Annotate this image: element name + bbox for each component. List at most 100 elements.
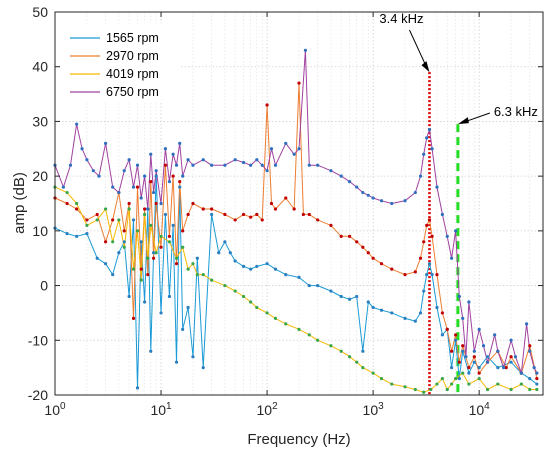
y-tick-label: 30 bbox=[32, 113, 48, 129]
data-point bbox=[223, 212, 227, 217]
data-point bbox=[174, 256, 179, 260]
data-point bbox=[201, 207, 205, 211]
data-point bbox=[181, 327, 185, 331]
data-point bbox=[273, 163, 278, 167]
data-point bbox=[260, 163, 264, 167]
data-point bbox=[435, 382, 439, 386]
data-point bbox=[390, 201, 394, 206]
data-point bbox=[316, 338, 320, 342]
data-point bbox=[191, 163, 195, 167]
data-point bbox=[493, 333, 497, 337]
data-point bbox=[371, 256, 375, 260]
data-point bbox=[195, 273, 199, 277]
data-point bbox=[366, 193, 370, 197]
data-point bbox=[509, 338, 513, 342]
data-point bbox=[427, 128, 432, 132]
x-axis-label: Frequency (Hz) bbox=[247, 431, 350, 448]
data-point bbox=[139, 196, 143, 200]
data-point bbox=[379, 199, 384, 203]
data-point bbox=[501, 366, 506, 370]
data-point bbox=[181, 245, 185, 249]
data-point bbox=[477, 376, 481, 381]
data-point bbox=[427, 262, 432, 266]
data-point bbox=[513, 355, 518, 359]
plot-frame bbox=[54, 11, 544, 396]
data-point bbox=[435, 273, 439, 277]
data-point bbox=[413, 319, 417, 323]
data-point bbox=[509, 355, 513, 359]
x-tick-labels: 100 101 102 103 104 bbox=[44, 401, 490, 418]
data-point bbox=[425, 273, 429, 277]
data-point bbox=[390, 382, 394, 386]
data-point bbox=[122, 240, 126, 244]
data-point bbox=[273, 207, 278, 211]
data-point bbox=[440, 376, 444, 381]
data-point bbox=[117, 218, 121, 222]
data-point bbox=[135, 163, 140, 167]
data-point bbox=[131, 218, 136, 222]
data-point bbox=[339, 174, 343, 178]
data-point bbox=[103, 207, 108, 211]
data-point bbox=[413, 270, 417, 274]
series-markers bbox=[53, 48, 539, 394]
data-point bbox=[361, 366, 365, 370]
y-tick-label: 20 bbox=[32, 168, 48, 184]
data-point bbox=[65, 231, 69, 236]
data-point bbox=[80, 147, 84, 151]
data-point bbox=[210, 207, 214, 211]
data-point bbox=[450, 382, 454, 386]
data-point bbox=[75, 207, 79, 211]
data-point bbox=[535, 371, 539, 375]
data-point bbox=[418, 256, 423, 260]
data-point bbox=[297, 147, 301, 151]
data-point bbox=[85, 218, 89, 222]
data-point bbox=[111, 185, 115, 189]
data-point bbox=[201, 366, 205, 370]
data-point bbox=[371, 196, 375, 200]
legend: 1565 rpm 2970 rpm 4019 rpm 6750 rpm bbox=[62, 23, 179, 101]
data-point bbox=[390, 267, 394, 271]
data-point bbox=[151, 190, 156, 195]
data-point bbox=[149, 349, 153, 353]
data-point bbox=[186, 267, 190, 271]
data-point bbox=[159, 201, 163, 206]
data-point bbox=[178, 185, 182, 189]
data-point bbox=[496, 349, 500, 353]
data-point bbox=[425, 136, 429, 140]
data-point bbox=[347, 234, 352, 238]
data-point bbox=[467, 371, 471, 375]
legend-label: 2970 rpm bbox=[106, 49, 159, 63]
data-point bbox=[422, 240, 426, 244]
data-point bbox=[519, 371, 523, 375]
data-point bbox=[472, 360, 476, 364]
data-point bbox=[535, 382, 539, 386]
data-point bbox=[355, 360, 359, 364]
data-point bbox=[292, 152, 296, 156]
data-point bbox=[467, 382, 471, 386]
data-point bbox=[418, 174, 423, 178]
data-point bbox=[366, 300, 370, 304]
data-point bbox=[284, 322, 288, 326]
data-point bbox=[361, 349, 365, 353]
axis-ticks bbox=[54, 11, 543, 396]
data-point bbox=[103, 262, 108, 266]
data-point bbox=[151, 256, 156, 260]
data-point bbox=[146, 273, 150, 277]
data-point bbox=[297, 81, 301, 85]
data-point bbox=[167, 180, 172, 184]
data-point bbox=[249, 215, 253, 219]
data-point bbox=[122, 245, 126, 249]
data-point bbox=[139, 267, 143, 271]
x-tick-label: 103 bbox=[363, 401, 385, 418]
data-point bbox=[255, 305, 259, 310]
data-point bbox=[201, 273, 205, 277]
data-point bbox=[454, 338, 458, 342]
data-point bbox=[519, 382, 523, 386]
legend-box bbox=[62, 23, 179, 101]
data-point bbox=[454, 333, 458, 337]
data-point bbox=[143, 212, 147, 217]
data-point bbox=[355, 240, 359, 244]
data-point bbox=[379, 262, 384, 266]
data-point bbox=[139, 278, 143, 282]
